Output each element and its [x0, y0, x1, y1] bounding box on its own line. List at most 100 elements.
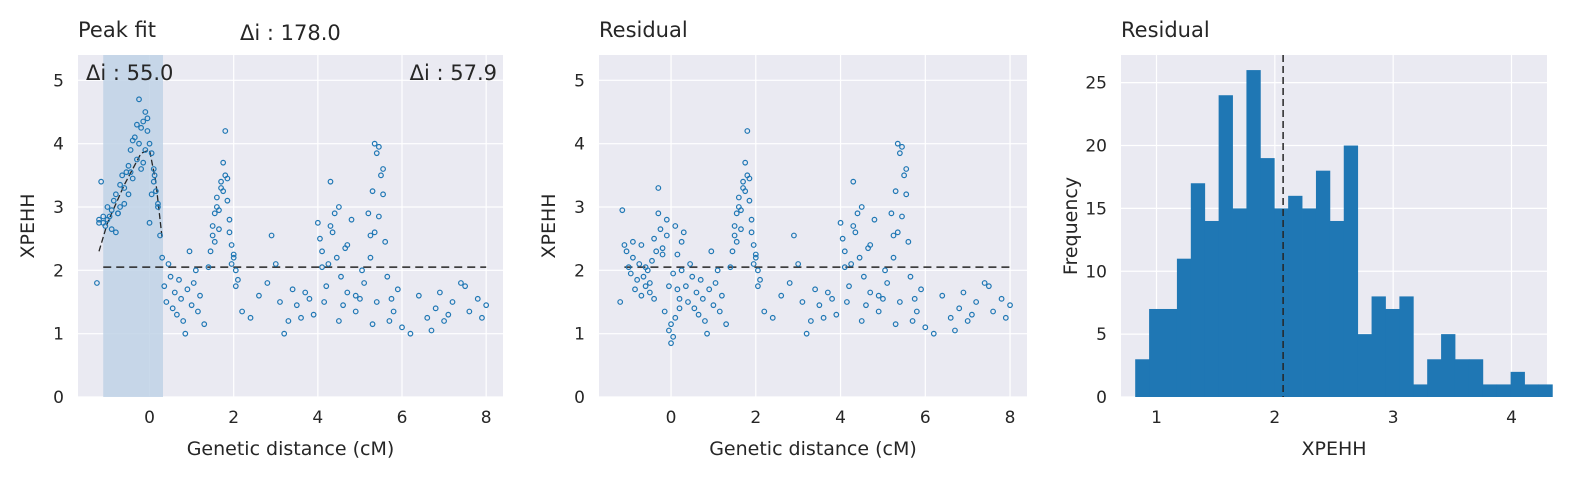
data-point — [127, 169, 134, 176]
data-point — [136, 96, 142, 103]
data-point — [138, 124, 145, 131]
data-point — [625, 264, 632, 271]
data-point — [850, 178, 857, 185]
data-point — [674, 286, 681, 293]
data-point — [691, 305, 698, 312]
data-point — [695, 311, 702, 318]
x-tick-label: 2 — [228, 408, 239, 428]
panel-title: Residual — [1121, 18, 1210, 42]
data-point — [121, 185, 128, 191]
data-point — [699, 295, 706, 302]
data-point — [134, 156, 140, 163]
data-point — [651, 235, 657, 242]
data-point — [319, 248, 325, 255]
data-point — [896, 150, 903, 157]
data-point — [125, 162, 132, 169]
panel-residual-histogram: 1 2 3 4 0 5 10 15 20 25 XPEHH Frequency Residual — [1060, 18, 1553, 460]
data-point — [220, 159, 227, 166]
data-point — [678, 267, 685, 274]
y-tick-label: 0 — [1096, 388, 1107, 408]
data-point — [659, 251, 666, 258]
data-point — [211, 238, 218, 245]
data-point — [884, 280, 891, 286]
data-point — [98, 178, 105, 185]
data-point — [369, 321, 376, 328]
x-tick-label: 4 — [312, 408, 323, 428]
data-point — [102, 223, 109, 229]
data-point — [205, 264, 212, 271]
data-point — [844, 299, 850, 305]
histogram-bar — [1385, 308, 1400, 397]
histogram-bar — [1496, 384, 1512, 397]
data-point — [371, 229, 378, 236]
y-tick-label: 15 — [1085, 199, 1107, 219]
data-point — [890, 254, 897, 261]
data-point — [178, 295, 184, 302]
data-point — [148, 191, 155, 198]
data-point — [693, 289, 700, 296]
histogram-bar — [1427, 359, 1442, 397]
x-tick-label: 8 — [1005, 408, 1016, 428]
data-point — [119, 172, 126, 179]
data-point — [207, 248, 214, 255]
panel-residual-scatter: 0 2 4 6 8 0 1 2 3 4 5 Genetic distance (cM) XPEHH Res… — [538, 18, 1027, 460]
histogram-bar — [1218, 95, 1233, 397]
data-point — [115, 210, 121, 217]
histogram-bar — [1260, 158, 1275, 397]
histogram-bar — [1343, 145, 1359, 397]
data-point — [795, 261, 802, 267]
data-point — [155, 204, 161, 210]
data-point — [630, 254, 636, 261]
histogram-bar — [1413, 384, 1428, 397]
data-point — [630, 238, 636, 245]
data-point — [386, 318, 393, 324]
data-point — [642, 283, 649, 290]
data-point — [148, 150, 155, 157]
data-point — [890, 232, 897, 239]
data-point — [142, 109, 149, 115]
data-point — [744, 128, 751, 134]
data-point — [848, 261, 855, 267]
data-point — [738, 207, 744, 214]
data-point — [634, 276, 641, 283]
data-point — [228, 261, 235, 267]
data-point — [803, 330, 810, 337]
data-point — [327, 178, 334, 185]
data-point — [901, 172, 908, 179]
data-point — [159, 254, 166, 261]
data-point — [375, 143, 382, 150]
data-point — [682, 283, 689, 290]
data-point — [998, 295, 1005, 302]
data-point — [687, 261, 694, 267]
data-point — [293, 302, 300, 309]
data-point — [663, 232, 670, 239]
data-point — [909, 318, 916, 324]
data-point — [661, 308, 668, 315]
data-point — [230, 251, 237, 258]
data-point — [373, 150, 380, 157]
data-point — [875, 308, 882, 315]
data-point — [186, 248, 193, 255]
data-point — [213, 194, 220, 201]
data-point — [841, 248, 848, 255]
data-point — [382, 238, 389, 245]
data-point — [232, 283, 239, 290]
data-point — [110, 197, 117, 204]
data-point — [380, 166, 386, 172]
data-point — [371, 140, 378, 147]
data-point — [863, 302, 869, 309]
data-point — [952, 327, 958, 334]
data-point — [319, 264, 325, 271]
data-point — [197, 292, 203, 299]
data-point — [636, 261, 643, 267]
data-point — [180, 318, 187, 324]
data-point — [281, 330, 288, 337]
data-point — [331, 210, 338, 217]
data-point — [913, 308, 920, 315]
data-point — [752, 254, 759, 261]
data-point — [894, 140, 901, 147]
plot-background — [599, 55, 1027, 397]
data-point — [140, 159, 147, 166]
data-point — [321, 299, 328, 305]
data-point — [820, 314, 827, 321]
